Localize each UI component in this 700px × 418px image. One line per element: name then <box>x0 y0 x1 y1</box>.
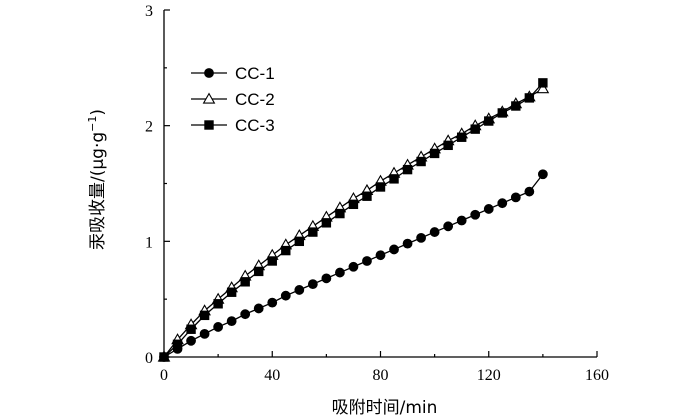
data-point <box>484 116 494 126</box>
y-tick-label: 2 <box>145 119 153 136</box>
data-point <box>281 245 291 256</box>
data-point <box>538 78 548 88</box>
data-point <box>429 148 440 159</box>
data-point <box>483 204 494 214</box>
data-point <box>172 339 183 349</box>
x-tick-label: 0 <box>160 367 168 384</box>
data-point <box>335 267 345 278</box>
legend-marker <box>204 68 214 78</box>
legend-item-cc-3: CC-3 <box>191 116 275 135</box>
series-line-cc-2 <box>163 88 544 358</box>
data-point <box>497 198 508 209</box>
data-point <box>267 297 278 308</box>
data-point <box>267 256 277 266</box>
data-point <box>497 108 507 118</box>
legend-item-cc-2: CC-2 <box>191 90 275 109</box>
data-point <box>389 174 399 184</box>
data-point <box>511 101 521 111</box>
x-ticks: 0 40 80 120 160 <box>160 351 609 384</box>
data-point <box>362 191 372 201</box>
data-point <box>294 285 305 295</box>
data-point <box>280 290 291 301</box>
data-point <box>186 335 196 346</box>
y-axis-title-close: ) <box>88 109 108 116</box>
data-point <box>307 279 318 290</box>
series-group <box>157 78 550 362</box>
data-point <box>199 310 210 321</box>
data-point <box>240 277 250 287</box>
data-point <box>254 266 264 277</box>
data-point <box>375 182 386 192</box>
legend-label: CC-2 <box>235 90 275 109</box>
y-axis-title-superscript: −1 <box>86 116 99 132</box>
data-point <box>199 328 210 339</box>
data-point <box>348 199 359 210</box>
data-point <box>389 244 399 255</box>
series-cc-3 <box>159 78 548 362</box>
legend-label: CC-3 <box>235 116 275 135</box>
y-tick-label: 0 <box>145 350 153 367</box>
data-point <box>524 93 535 103</box>
data-point <box>213 299 223 309</box>
data-point <box>470 209 481 220</box>
legend-marker <box>204 120 214 130</box>
y-tick-label: 1 <box>145 234 153 251</box>
data-point <box>416 156 426 167</box>
data-point <box>253 303 264 314</box>
data-point <box>443 140 453 151</box>
y-ticks: 0 1 2 3 <box>145 3 170 367</box>
x-tick-label: 80 <box>373 367 389 384</box>
data-point <box>537 169 548 180</box>
data-point <box>308 227 318 237</box>
x-tick-label: 40 <box>264 367 280 384</box>
data-point <box>536 82 550 94</box>
data-point <box>348 261 359 272</box>
data-point <box>470 124 480 134</box>
data-point <box>443 221 454 232</box>
x-axis-title: 吸附时间/min <box>332 398 438 418</box>
legend-label: CC-1 <box>235 64 275 83</box>
data-point <box>456 132 467 142</box>
data-point <box>416 232 426 243</box>
data-point <box>186 324 196 334</box>
data-point <box>375 250 386 261</box>
data-point <box>321 218 332 228</box>
data-point <box>159 352 169 362</box>
data-point <box>240 309 251 320</box>
y-axis-title: 汞吸收量/(µg·g−1) <box>86 109 108 250</box>
x-tick-label: 160 <box>585 367 609 384</box>
data-point <box>226 316 237 327</box>
data-point <box>402 238 413 249</box>
data-point <box>402 164 413 175</box>
y-axis-title-main: 汞吸收量/(µg·g <box>88 132 108 250</box>
x-tick-label: 120 <box>477 367 501 384</box>
data-point <box>456 215 467 226</box>
legend-marker <box>202 92 216 104</box>
data-point <box>294 236 305 247</box>
data-point <box>362 256 372 266</box>
data-point <box>321 273 332 284</box>
data-point <box>524 186 535 197</box>
data-point <box>213 322 224 332</box>
data-point <box>335 208 345 219</box>
legend-item-cc-1: CC-1 <box>191 64 275 83</box>
data-point <box>510 192 521 203</box>
legend: CC-1 CC-2 CC-3 <box>191 64 275 135</box>
data-point <box>429 227 440 237</box>
data-point <box>226 287 237 297</box>
y-tick-label: 3 <box>145 3 153 20</box>
